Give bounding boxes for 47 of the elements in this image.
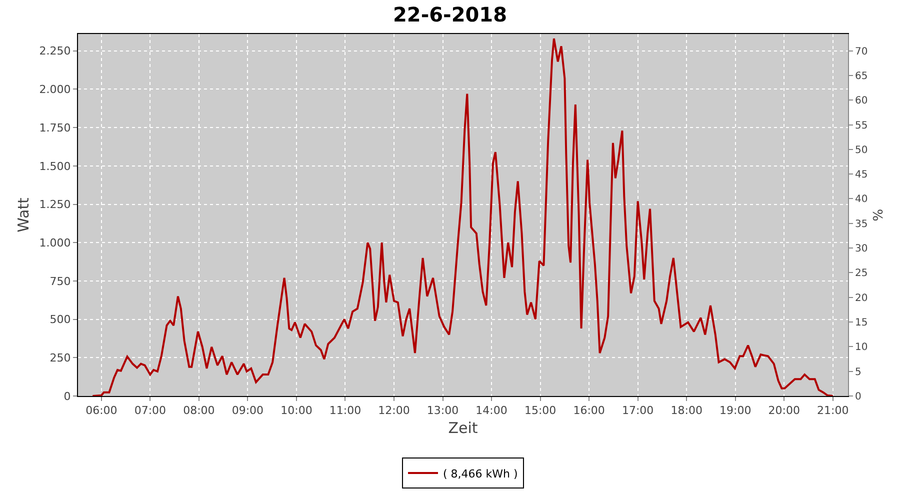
y2-tick-label: 5 [855, 366, 862, 378]
x-tick-label: 18:00 [670, 404, 702, 418]
y-tick-label: 1.750 [39, 121, 71, 134]
y2-tick-label: 70 [855, 46, 868, 58]
line-series [92, 38, 834, 396]
x-axis-title: Zeit [448, 419, 478, 438]
x-tick-label: 14:00 [476, 404, 508, 418]
y2-tick-label: 10 [855, 342, 868, 354]
y-tick-label: 2.000 [39, 83, 71, 96]
y2-tick-label: 50 [855, 144, 868, 156]
y2-tick-label: 35 [855, 218, 868, 230]
y2-tick-label: 40 [855, 194, 868, 206]
y-tick-label: 2.250 [39, 44, 71, 58]
x-tick-label: 19:00 [720, 404, 752, 418]
x-tick-label: 20:00 [768, 404, 800, 418]
y2-tick-label: 0 [855, 392, 862, 402]
y-tick-label: 1.000 [39, 236, 71, 250]
y2-tick-label: 30 [855, 244, 868, 255]
y2-tick-label: 45 [855, 170, 868, 181]
y2-axis-title: % [871, 208, 886, 222]
x-tick-label: 06:00 [86, 404, 118, 418]
x-tick-label: 08:00 [183, 404, 215, 418]
y2-tick-label: 60 [855, 96, 868, 107]
x-tick-label: 09:00 [232, 404, 264, 418]
y2-tick-label: 20 [855, 292, 868, 304]
x-tick-label: 21:00 [817, 404, 849, 418]
legend-label: ( 8,466 kWh ) [443, 467, 518, 480]
y-tick-label: 250 [50, 352, 71, 364]
y-tick-label: 750 [50, 274, 71, 288]
y-tick-label: 500 [50, 313, 71, 326]
x-tick-label: 16:00 [573, 404, 605, 418]
x-tick-label: 07:00 [134, 404, 166, 418]
y-axis-title: Watt [14, 197, 33, 232]
y2-tick-label: 55 [855, 120, 868, 132]
x-tick-label: 13:00 [426, 404, 459, 418]
chart-title: 22-6-2018 [392, 2, 508, 26]
x-tick-label: 10:00 [280, 404, 312, 418]
y2-tick-label: 15 [855, 318, 868, 329]
x-tick-label: 11:00 [329, 404, 362, 418]
x-tick-label: 15:00 [524, 404, 556, 418]
y2-tick-label: 65 [855, 70, 868, 82]
y2-tick-label: 25 [855, 268, 868, 280]
x-tick-label: 12:00 [378, 404, 410, 418]
y-tick-label: 1.500 [39, 160, 71, 173]
x-tick-label: 17:00 [622, 404, 654, 418]
y-tick-label: 1.250 [39, 198, 71, 212]
y-tick-label: 0 [64, 390, 71, 403]
